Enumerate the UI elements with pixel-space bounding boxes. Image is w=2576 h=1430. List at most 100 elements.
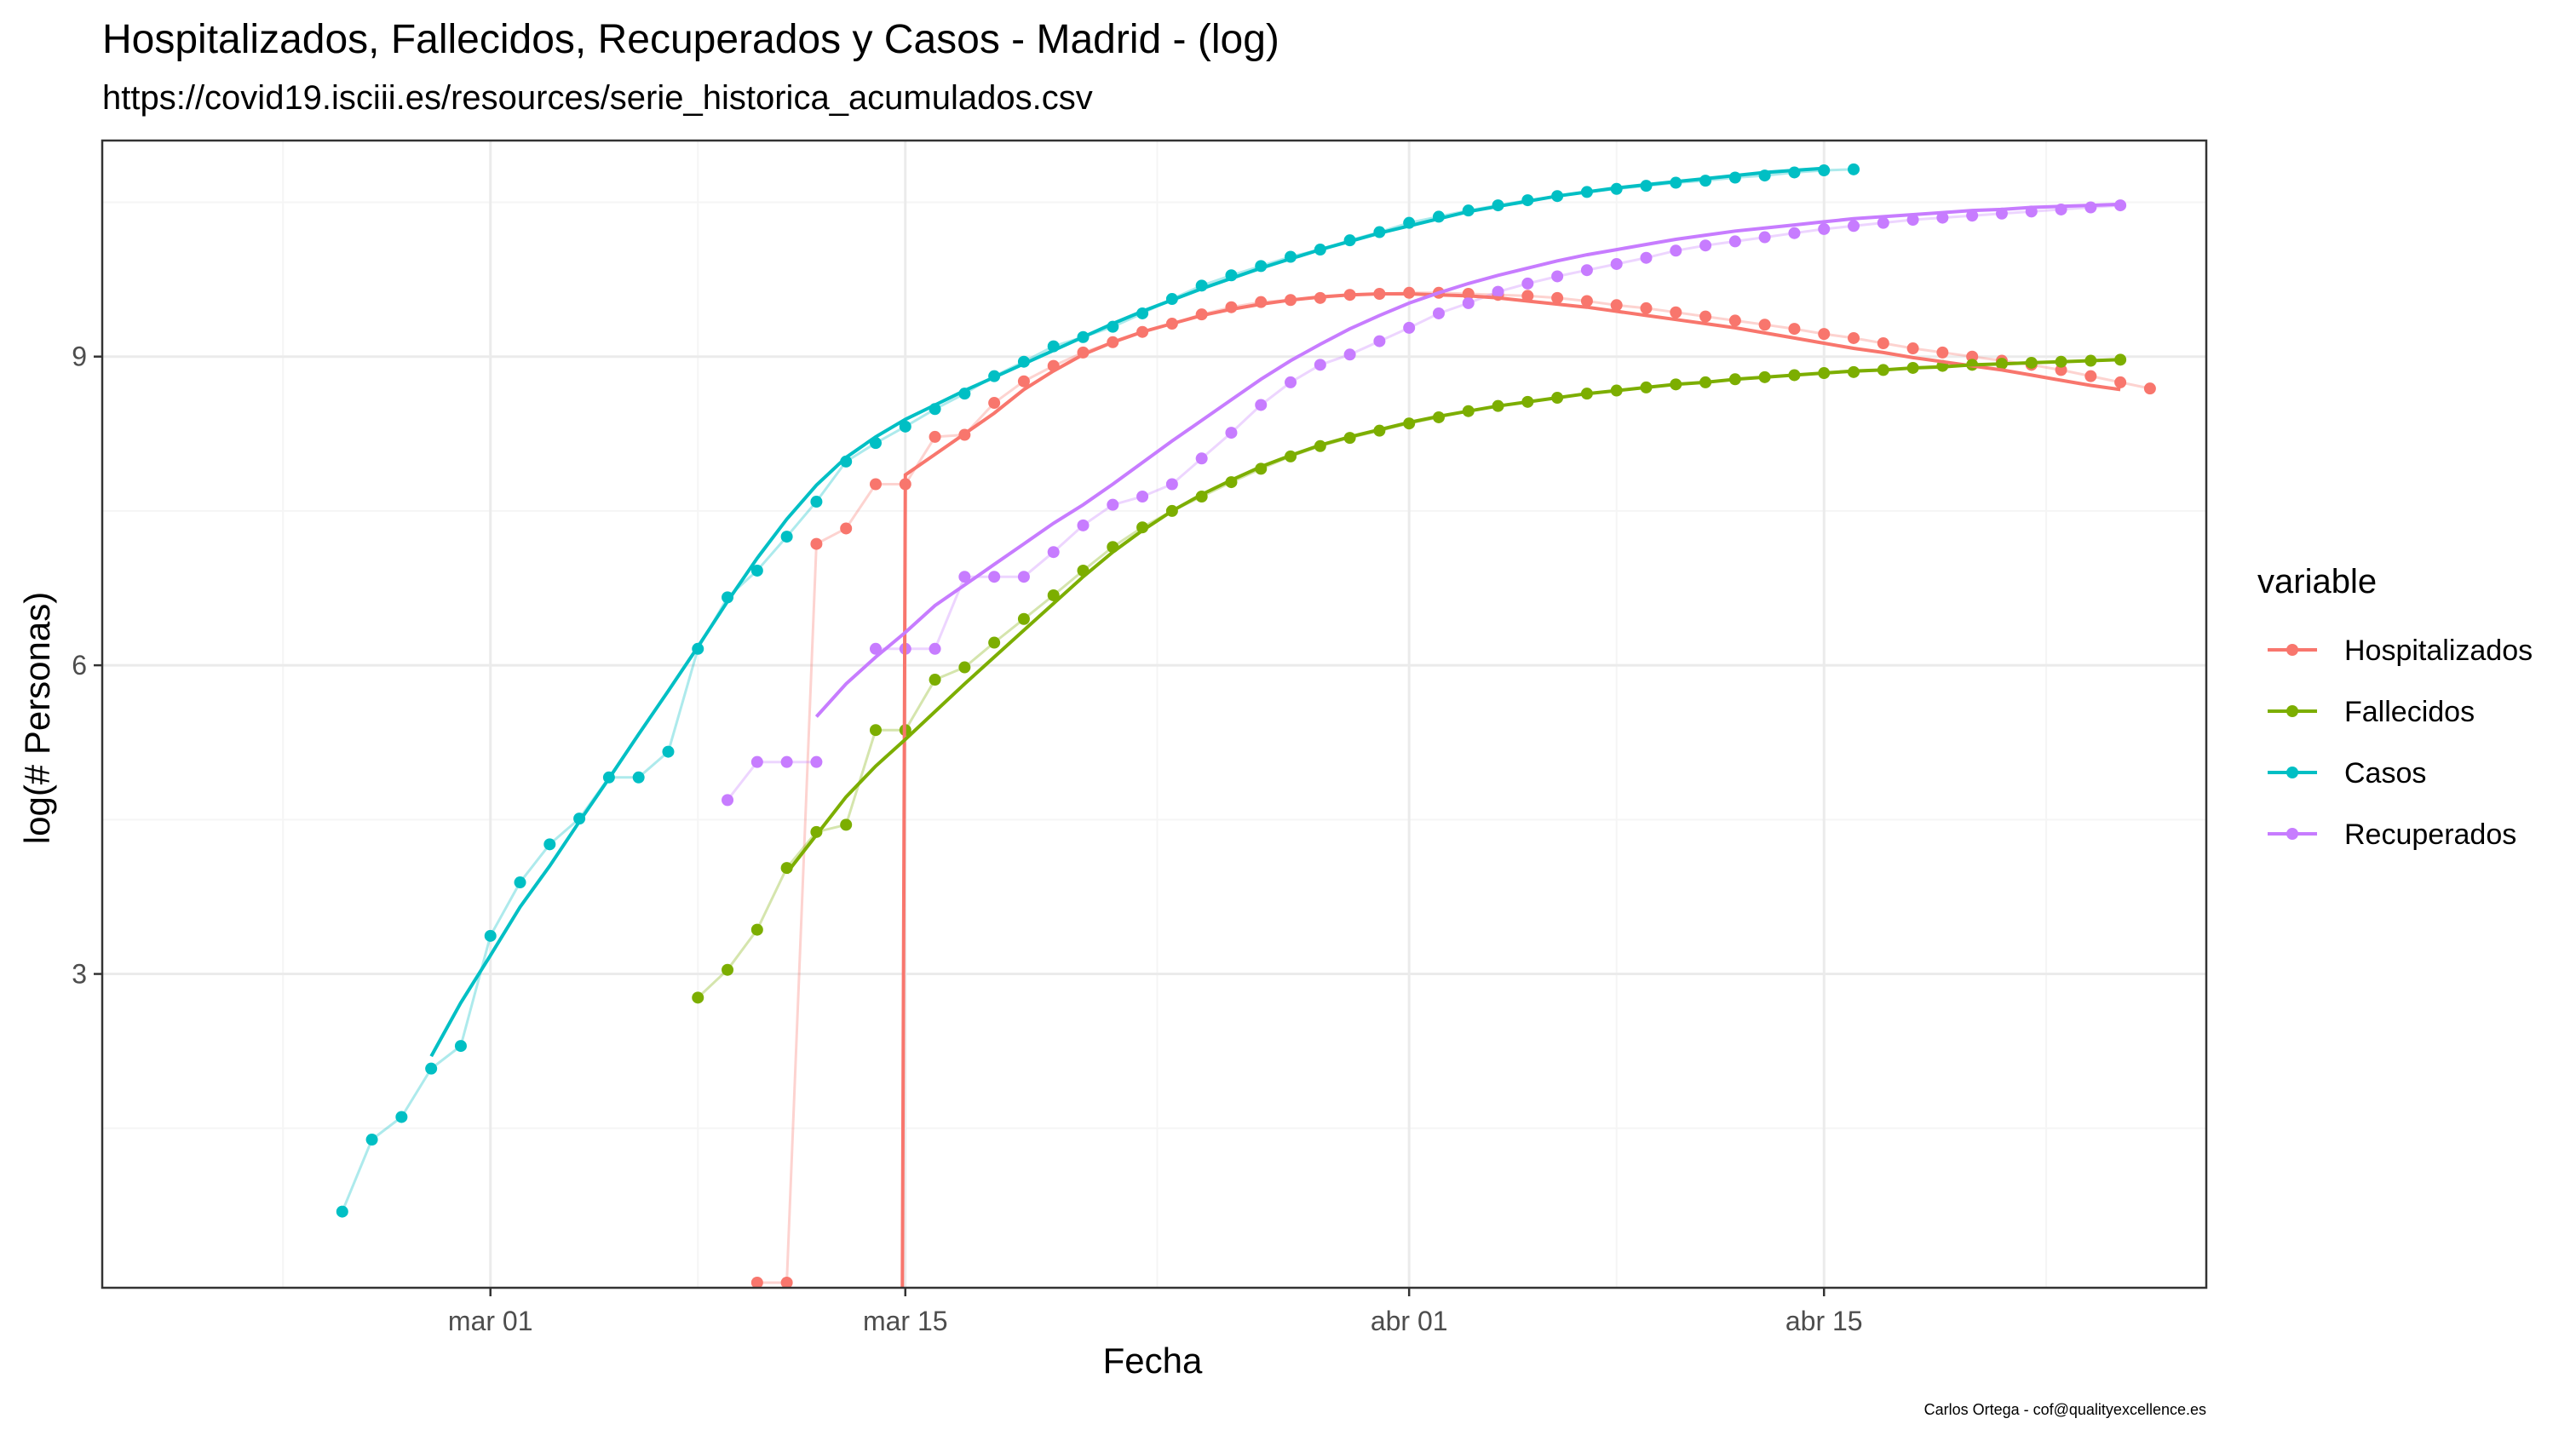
- data-point-recuperados: [1047, 546, 1060, 559]
- data-point-hospitalizados: [2114, 376, 2127, 388]
- data-point-hospitalizados: [750, 1276, 763, 1289]
- data-point-hospitalizados: [1906, 342, 1919, 355]
- legend-label-casos: Casos: [2344, 757, 2426, 790]
- legend-label-hospitalizados: Hospitalizados: [2344, 635, 2533, 667]
- chart-title: Hospitalizados, Fallecidos, Recuperados …: [102, 17, 1279, 62]
- data-point-recuperados: [1285, 376, 1297, 388]
- data-point-recuperados: [1314, 359, 1326, 371]
- grid: [102, 141, 2206, 1288]
- data-point-hospitalizados: [2143, 382, 2156, 395]
- y-axis-title: log(# Personas): [17, 592, 57, 844]
- x-tick-label: mar 01: [448, 1306, 533, 1336]
- data-point-recuperados: [810, 755, 823, 768]
- legend-label-recuperados: Recuperados: [2344, 818, 2516, 851]
- data-point-hospitalizados: [1610, 299, 1623, 312]
- data-point-hospitalizados: [929, 430, 941, 443]
- legend-key-point-recuperados: [2286, 828, 2298, 840]
- data-point-recuperados: [1580, 264, 1593, 277]
- legend-label-fallecidos: Fallecidos: [2344, 696, 2475, 728]
- data-point-recuperados: [1255, 399, 1268, 411]
- legend-key-point-fallecidos: [2286, 705, 2298, 717]
- data-point-casos: [514, 876, 526, 889]
- data-point-hospitalizados: [1788, 323, 1801, 336]
- data-point-recuperados: [1432, 307, 1445, 319]
- legend-title: variable: [2257, 563, 2377, 600]
- data-point-casos: [336, 1205, 348, 1218]
- data-point-recuperados: [1225, 427, 1238, 439]
- legend-key-point-casos: [2286, 767, 2298, 778]
- data-point-recuperados: [988, 571, 1001, 583]
- data-point-recuperados: [1877, 216, 1889, 229]
- data-point-recuperados: [1017, 571, 1030, 583]
- data-point-recuperados: [1403, 321, 1416, 334]
- data-point-recuperados: [1136, 490, 1149, 503]
- data-point-recuperados: [1195, 452, 1208, 465]
- chart-subtitle: https://covid19.isciii.es/resources/seri…: [102, 79, 1093, 117]
- data-point-recuperados: [1165, 478, 1178, 491]
- data-point-recuperados: [1728, 235, 1741, 248]
- data-point-hospitalizados: [1640, 302, 1653, 314]
- data-point-recuperados: [1640, 251, 1653, 264]
- data-point-casos: [750, 564, 763, 577]
- data-point-recuperados: [722, 794, 734, 807]
- data-point-recuperados: [1551, 270, 1564, 283]
- data-point-hospitalizados: [1966, 350, 1979, 363]
- data-point-fallecidos: [722, 963, 734, 976]
- smooth-line-casos: [429, 166, 1825, 1058]
- panel-background: [102, 141, 2206, 1288]
- data-point-recuperados: [2084, 201, 2097, 214]
- x-axis: mar 01 mar 15 abr 01 abr 15: [448, 1288, 1863, 1336]
- data-point-hospitalizados: [1551, 291, 1564, 304]
- smooth-line-recuperados: [814, 202, 2121, 718]
- data-point-casos: [395, 1111, 408, 1123]
- y-tick-label: 3: [72, 959, 87, 990]
- data-point-casos: [1818, 164, 1831, 177]
- data-point-recuperados: [1906, 214, 1919, 227]
- data-point-recuperados: [929, 642, 941, 655]
- data-point-fallecidos: [692, 991, 704, 1004]
- data-point-hospitalizados: [810, 537, 823, 550]
- data-point-recuperados: [958, 571, 971, 583]
- data-point-hospitalizados: [780, 1276, 793, 1289]
- data-point-recuperados: [1936, 211, 1949, 224]
- data-point-hospitalizados: [1877, 336, 1889, 349]
- data-point-casos: [662, 745, 675, 758]
- data-point-hospitalizados: [2084, 370, 2097, 382]
- data-point-fallecidos: [869, 724, 882, 737]
- data-point-recuperados: [1521, 277, 1534, 290]
- data-point-casos: [1788, 166, 1801, 179]
- data-point-fallecidos: [1017, 612, 1030, 625]
- data-point-recuperados: [1610, 257, 1623, 270]
- data-point-fallecidos: [958, 661, 971, 674]
- data-point-hospitalizados: [840, 522, 853, 535]
- data-point-fallecidos: [750, 923, 763, 936]
- data-point-recuperados: [1107, 498, 1119, 511]
- data-point-hospitalizados: [1580, 295, 1593, 307]
- data-point-hospitalizados: [1758, 319, 1771, 331]
- data-point-recuperados: [1699, 239, 1712, 252]
- data-point-casos: [899, 420, 911, 433]
- data-point-recuperados: [1670, 244, 1682, 257]
- data-point-recuperados: [1343, 348, 1356, 361]
- panel-border: [101, 139, 2208, 1289]
- y-tick-label: 6: [72, 650, 87, 681]
- series-line-recuperados: [726, 761, 817, 801]
- legend: variable Hospitalizados Fallecidos Casos Re…: [2257, 563, 2533, 851]
- data-point-recuperados: [1462, 296, 1475, 309]
- data-point-hospitalizados: [2055, 364, 2067, 376]
- data-point-casos: [425, 1062, 438, 1075]
- data-point-hospitalizados: [1818, 328, 1831, 341]
- x-tick-label: abr 01: [1371, 1306, 1448, 1336]
- data-point-recuperados: [869, 642, 882, 655]
- data-point-fallecidos: [988, 636, 1001, 649]
- caption: Carlos Ortega - cof@qualityexcellence.es: [1924, 1401, 2206, 1418]
- data-point-hospitalizados: [1936, 346, 1949, 359]
- y-axis: 3 6 9: [72, 342, 102, 990]
- data-point-recuperados: [1788, 227, 1801, 239]
- data-point-casos: [632, 771, 645, 784]
- data-point-casos: [365, 1134, 378, 1146]
- x-tick-label: abr 15: [1785, 1306, 1863, 1336]
- data-point-casos: [454, 1040, 467, 1053]
- plot-smooth: [429, 166, 2121, 1289]
